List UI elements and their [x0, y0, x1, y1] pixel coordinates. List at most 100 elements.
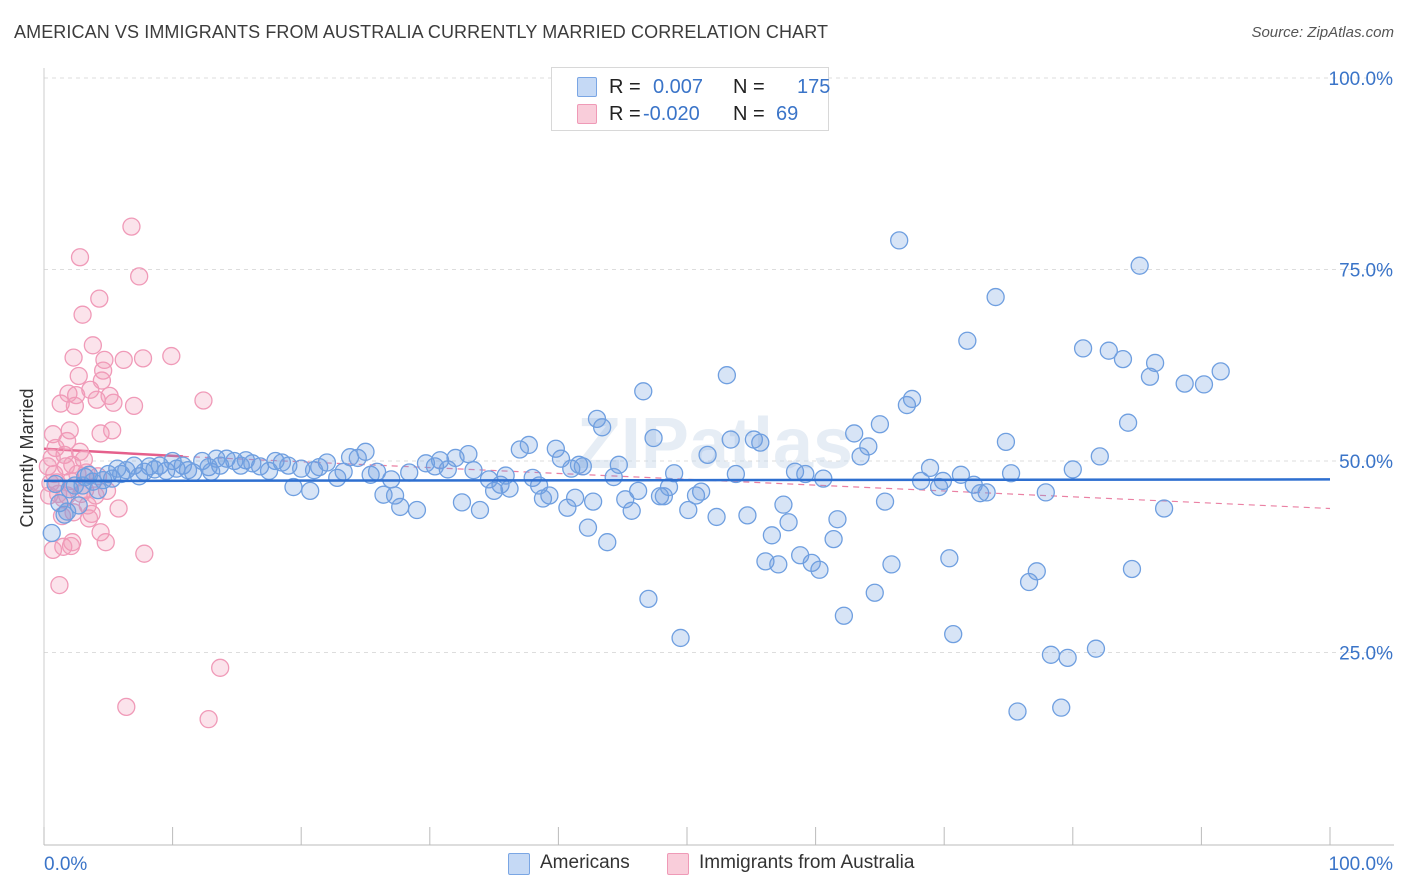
americans-point — [1052, 698, 1071, 717]
correlation-legend: R = 0.007 N = 175 R = -0.020 N = 69 — [551, 67, 830, 131]
americans-point — [1122, 559, 1142, 579]
americans-point — [565, 488, 585, 507]
americans-point — [796, 464, 815, 484]
americans-point — [1036, 483, 1055, 502]
legend-r-label: R = — [609, 75, 641, 98]
americans-point — [717, 366, 737, 385]
americans-point — [986, 287, 1005, 307]
americans-point — [598, 533, 617, 552]
y-axis-label: Currently Married — [17, 388, 37, 527]
americans-point — [810, 560, 829, 579]
americans-point — [583, 492, 603, 511]
immigrants-point — [51, 394, 70, 413]
americans-point — [231, 456, 250, 475]
americans-point — [920, 458, 940, 478]
immigrants-point — [54, 537, 73, 556]
americans-point — [828, 510, 847, 529]
americans-point — [55, 505, 74, 524]
americans-point — [464, 461, 483, 480]
americans-point — [738, 506, 757, 525]
immigrants-point — [50, 575, 69, 595]
immigrants-point — [124, 396, 144, 415]
immigrants-point — [194, 391, 213, 410]
americans-point — [1175, 374, 1194, 393]
americans-point — [977, 483, 996, 502]
y-tick-label: 50.0% — [1339, 452, 1393, 473]
americans-point — [140, 457, 159, 476]
americans-point — [1140, 367, 1160, 386]
americans-point — [430, 451, 450, 470]
americans-point — [958, 331, 977, 350]
chart-title: AMERICAN VS IMMIGRANTS FROM AUSTRALIA CU… — [14, 22, 829, 42]
americans-point — [944, 624, 963, 644]
americans-point — [882, 555, 901, 574]
americans-point — [616, 490, 635, 509]
americans-point — [578, 518, 598, 537]
americans-point — [698, 445, 717, 465]
americans-trend-solid — [43, 478, 1331, 483]
americans-point — [890, 231, 909, 250]
americans-point — [851, 447, 870, 466]
y-tick-label: 25.0% — [1339, 644, 1393, 665]
y-tick-labels: 25.0% 50.0% 75.0% 100.0% — [1329, 69, 1394, 665]
immigrants-point — [91, 523, 110, 542]
americans-point — [634, 382, 653, 401]
americans-point — [400, 463, 419, 482]
americans-point — [691, 482, 711, 501]
americans-point — [470, 500, 490, 520]
americans-point — [814, 469, 833, 488]
americans-point — [573, 457, 592, 476]
legend-r-label: R = — [609, 102, 641, 125]
americans-point — [824, 529, 843, 549]
americans-point — [707, 507, 726, 527]
y-tick-label: 75.0% — [1339, 261, 1393, 282]
americans-point — [519, 435, 538, 455]
americans-point — [558, 498, 577, 517]
americans-point — [57, 502, 77, 521]
americans-point — [865, 583, 884, 602]
americans-point — [301, 481, 320, 501]
immigrants-point — [91, 424, 110, 443]
legend-n-label: N = — [733, 75, 765, 98]
immigrants-point — [63, 533, 82, 552]
americans-point — [870, 415, 890, 434]
immigrants-point — [70, 248, 90, 267]
americans-point — [664, 464, 684, 483]
americans-point — [628, 481, 648, 501]
immigrants-point — [211, 658, 230, 677]
americans-point — [659, 477, 679, 497]
americans-points — [42, 231, 1230, 721]
immigrants-n-value: 69 — [776, 102, 799, 125]
gridlines — [44, 77, 1394, 653]
americans-point — [769, 555, 788, 574]
americans-point — [1063, 460, 1082, 479]
americans-point — [971, 484, 990, 503]
americans-point — [1027, 562, 1046, 581]
americans-point — [42, 523, 61, 543]
americans-point — [1058, 648, 1077, 668]
immigrants-point — [90, 289, 109, 308]
immigrants-swatch — [577, 104, 597, 124]
immigrants-point — [114, 350, 133, 370]
immigrants-legend-label: Immigrants from Australia — [699, 852, 915, 873]
x-tick-labels: 0.0% 100.0% — [44, 854, 1393, 875]
immigrants-point — [109, 499, 128, 518]
americans-point — [940, 549, 959, 568]
immigrants-point — [67, 385, 86, 405]
americans-trend-line — [43, 478, 1331, 483]
immigrants-point — [69, 366, 88, 386]
americans-point — [103, 469, 122, 488]
americans-r-value: 0.007 — [653, 75, 704, 98]
americans-point — [1086, 639, 1106, 658]
americans-legend-label: Americans — [540, 852, 630, 873]
americans-point — [654, 487, 674, 506]
americans-point — [762, 526, 782, 545]
americans-point — [459, 444, 478, 464]
americans-point — [1145, 353, 1165, 373]
x-tick-label: 100.0% — [1329, 854, 1394, 875]
americans-point — [622, 501, 641, 520]
americans-legend-swatch — [508, 853, 530, 875]
americans-point — [875, 492, 895, 511]
americans-point — [211, 456, 230, 475]
immigrants-legend-swatch — [667, 853, 689, 875]
